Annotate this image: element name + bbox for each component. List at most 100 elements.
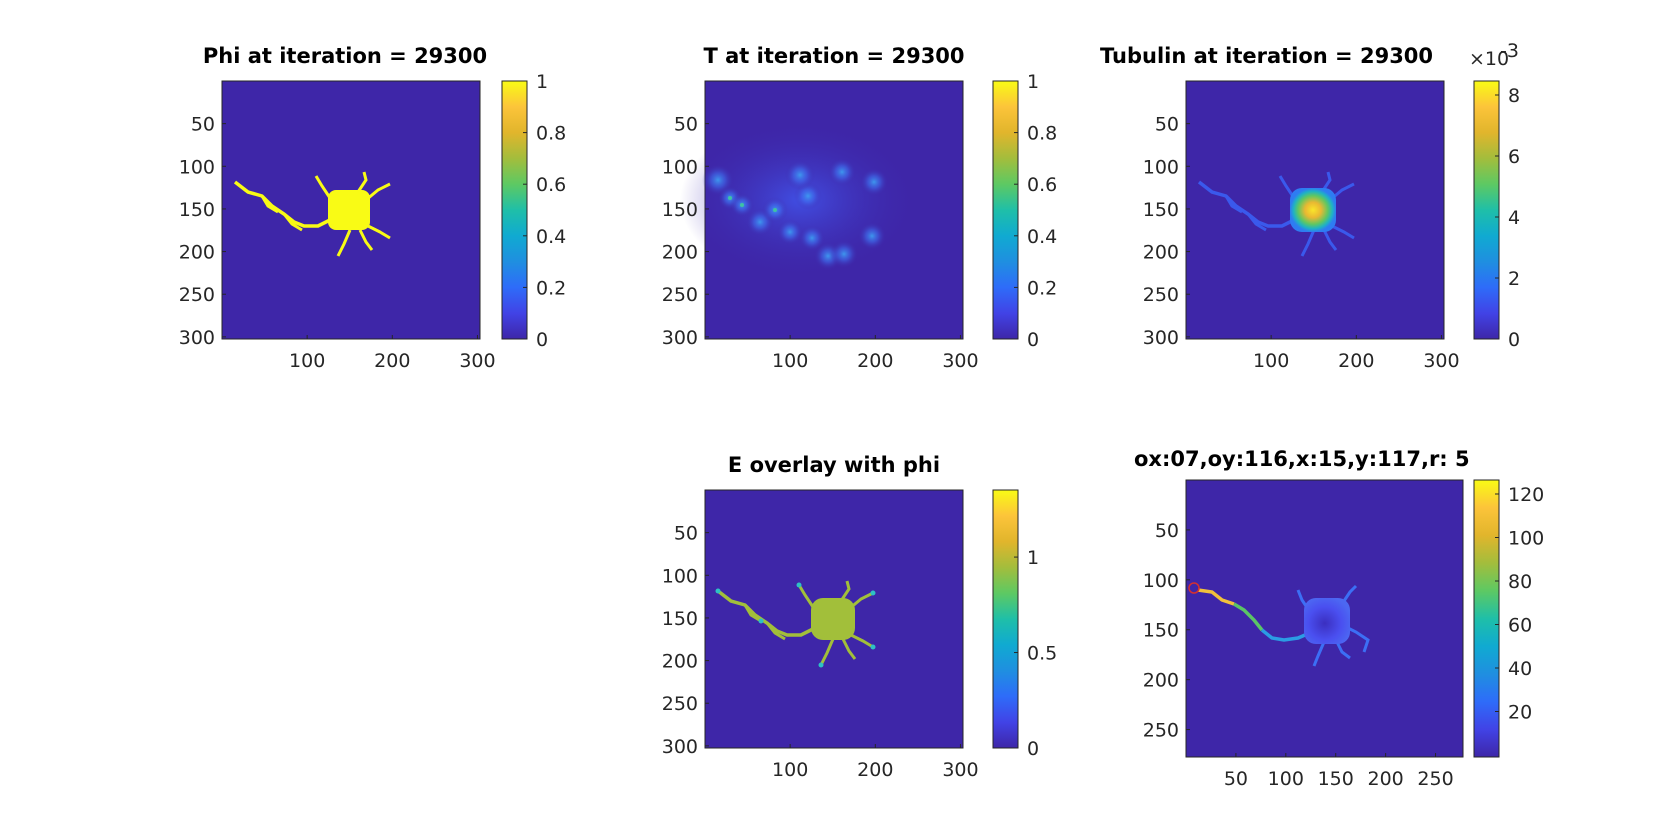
x-tick-label: 300 xyxy=(942,759,978,781)
y-tick-label: 200 xyxy=(662,651,698,673)
y-tick-label: 250 xyxy=(1143,720,1179,742)
e-dendrite xyxy=(819,638,835,666)
y-tick-label: 100 xyxy=(662,156,698,178)
x-tick-label: 200 xyxy=(1338,350,1374,372)
y-tick-label: 50 xyxy=(1155,114,1179,136)
e-dendrite xyxy=(841,638,857,660)
y-tick-label: 250 xyxy=(662,693,698,715)
colorbar-tick-label: 60 xyxy=(1508,615,1532,637)
y-tick-label: 200 xyxy=(179,242,215,264)
panel-e-overlay-title: E overlay with phi xyxy=(728,453,940,477)
x-tick-label: 250 xyxy=(1417,768,1453,790)
y-tick-label: 100 xyxy=(662,565,698,587)
colorbar-tick-label: 0 xyxy=(536,329,548,351)
colorbar-tick-label: 40 xyxy=(1508,658,1532,680)
tubulin-dendrite xyxy=(1278,175,1296,199)
colorbar-tick-label: 100 xyxy=(1508,528,1544,550)
colorbar-tubulin xyxy=(1473,80,1500,340)
x-tick-label: 100 xyxy=(772,759,808,781)
y-tick-label: 200 xyxy=(1143,670,1179,692)
y-tick-label: 100 xyxy=(1143,156,1179,178)
y-tick-label: 300 xyxy=(179,327,215,349)
panel-t-field: T at iteration = 29300 xyxy=(680,44,965,340)
tubulin-dendrite xyxy=(1322,229,1338,251)
panel-trace-title: ox:07,oy:116,x:15,y:117,r: 5 xyxy=(1134,447,1470,471)
trace-dendrite xyxy=(1312,641,1326,667)
e-dendrite xyxy=(850,633,874,649)
tubulin-soma xyxy=(1290,188,1336,232)
colorbar-tick-label: 120 xyxy=(1508,484,1544,506)
panel-phi: Phi at iteration = 29300 xyxy=(203,44,487,340)
colorbar-tick-label: 0.4 xyxy=(536,226,566,248)
colorbar-phi xyxy=(501,80,528,340)
colorbar-tick-label: 0.2 xyxy=(536,277,566,299)
tubulin-dendrite xyxy=(1246,213,1267,232)
x-tick-label: 100 xyxy=(772,350,808,372)
phi-dendrite xyxy=(356,171,368,193)
trace-path-warm xyxy=(1197,588,1235,606)
panel-trace: ox:07,oy:116,x:15,y:117,r: 5 xyxy=(1134,447,1470,758)
colorbar-tick-label: 0.6 xyxy=(1027,174,1057,196)
colorbar-tick-label: 0.8 xyxy=(536,123,566,145)
e-dendrite xyxy=(765,622,786,641)
colorbar-tick-label: 8 xyxy=(1508,85,1520,107)
colorbar-tick-label: 0.5 xyxy=(1027,643,1057,665)
y-tick-label: 50 xyxy=(191,114,215,136)
x-tick-label: 50 xyxy=(1224,768,1248,790)
colorbar-tick-label: 20 xyxy=(1508,702,1532,724)
x-tick-label: 100 xyxy=(1253,350,1289,372)
colorbar-tick-label: 0.4 xyxy=(1027,226,1057,248)
x-tick-label: 200 xyxy=(857,759,893,781)
colorbar-tick-label: 0.6 xyxy=(536,174,566,196)
y-tick-label: 200 xyxy=(1143,242,1179,264)
colorbar-trace xyxy=(1473,479,1500,758)
x-tick-label: 300 xyxy=(459,350,495,372)
panel-e-overlay-axes: 50 100 150 200 250 300 100 200 300 1 0.5 0 xyxy=(662,489,1057,781)
phi-dendrite xyxy=(358,229,374,251)
panel-tubulin: Tubulin at iteration = 29300 xyxy=(1100,44,1445,340)
tubulin-dendrite xyxy=(1224,195,1243,214)
colorbar-tick-label: 80 xyxy=(1508,571,1532,593)
colorbar-tick-label: 1 xyxy=(1027,71,1039,93)
y-tick-label: 300 xyxy=(662,736,698,758)
phi-dendrite xyxy=(367,224,391,240)
colorbar-tick-label: 1 xyxy=(1027,547,1039,569)
y-tick-label: 50 xyxy=(674,114,698,136)
colorbar-tick-label: 0 xyxy=(1027,329,1039,351)
y-tick-label: 300 xyxy=(1143,327,1179,349)
panel-e-overlay: E overlay with phi xyxy=(704,453,964,749)
y-tick-label: 150 xyxy=(662,199,698,221)
phi-dendrite xyxy=(260,195,279,214)
panel-t-field-axes: 50 100 150 200 250 300 100 200 300 1 0.8 0.6 0.4 0.2 0 xyxy=(662,71,1057,372)
panel-trace-axes: 50 100 150 200 250 50 100 150 200 250 120 100 80 60 40… xyxy=(1143,479,1544,790)
e-dendrite xyxy=(839,580,851,602)
colorbar-exponent-power: -3 xyxy=(1500,40,1519,62)
x-tick-label: 200 xyxy=(1368,768,1404,790)
colorbar-exponent: ×10 xyxy=(1469,48,1509,70)
colorbar-t-field xyxy=(992,80,1019,340)
e-dendrite xyxy=(797,584,815,608)
y-tick-label: 250 xyxy=(179,284,215,306)
colorbar-tick-label: 4 xyxy=(1508,207,1520,229)
y-tick-label: 50 xyxy=(674,523,698,545)
y-tick-label: 100 xyxy=(1143,570,1179,592)
panel-tubulin-axes: 50 100 150 200 250 300 100 200 300 8 6 4 2 0 ×10-3 xyxy=(1143,40,1520,372)
t-hotspots xyxy=(702,158,888,270)
x-tick-label: 200 xyxy=(374,350,410,372)
colorbar-tick-label: 6 xyxy=(1508,146,1520,168)
e-tips xyxy=(715,582,876,668)
colorbar-tick-label: 0 xyxy=(1508,329,1520,351)
phi-dendrite xyxy=(365,182,391,202)
y-tick-label: 250 xyxy=(1143,284,1179,306)
x-tick-label: 100 xyxy=(1268,768,1304,790)
y-tick-label: 300 xyxy=(662,327,698,349)
y-tick-label: 50 xyxy=(1155,520,1179,542)
trace-path-mid xyxy=(1233,602,1264,632)
colorbar-e-overlay xyxy=(992,489,1019,749)
panel-phi-title: Phi at iteration = 29300 xyxy=(203,44,487,68)
trace-soma xyxy=(1304,598,1350,644)
y-tick-label: 150 xyxy=(179,199,215,221)
phi-dendrite xyxy=(336,229,352,257)
